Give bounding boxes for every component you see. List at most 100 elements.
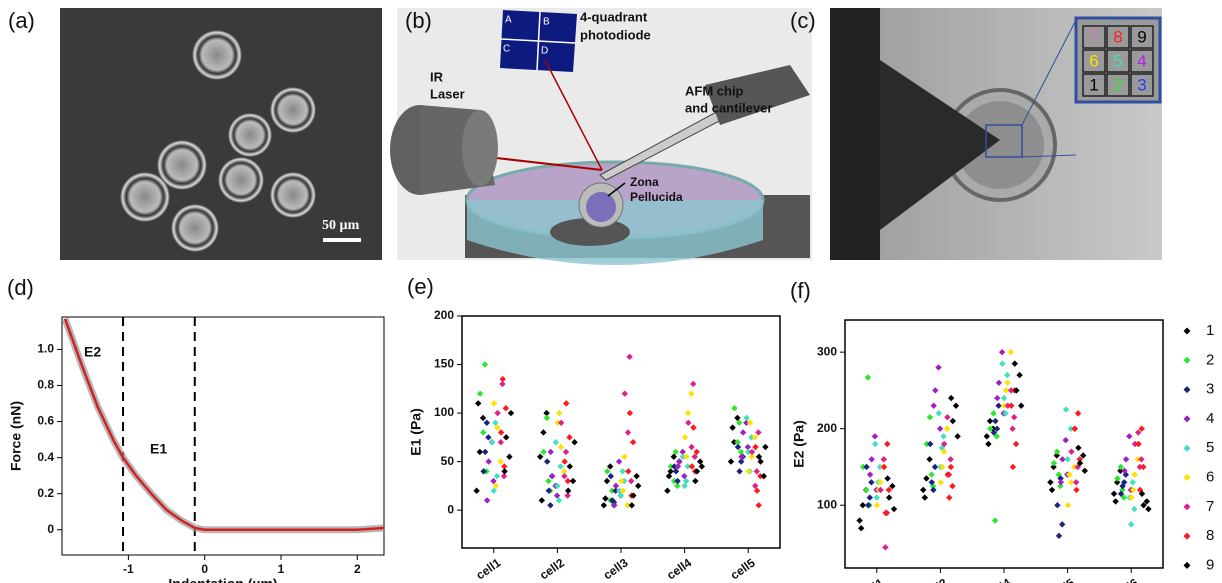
data-point — [664, 488, 670, 494]
chip-label: AFM chip — [685, 83, 744, 98]
y-tick-label: 0.2 — [37, 486, 54, 500]
y-tick-label: 1.0 — [37, 342, 54, 356]
legend-marker — [1184, 533, 1191, 540]
data-point — [497, 458, 503, 464]
data-point — [928, 471, 934, 477]
data-point — [681, 483, 687, 489]
grid-number: 7 — [1089, 27, 1098, 46]
data-point — [1063, 406, 1069, 412]
data-point — [936, 410, 942, 416]
data-point — [506, 454, 512, 460]
data-point — [499, 376, 505, 382]
y-tick-label: 200 — [817, 421, 837, 435]
scale-bar-label: 50 µm — [322, 218, 360, 233]
quadrant-label: C — [503, 44, 510, 55]
data-point — [475, 400, 481, 406]
data-point — [856, 517, 862, 523]
data-point — [994, 395, 1000, 401]
data-point — [571, 439, 577, 445]
data-point — [995, 403, 1001, 409]
data-point — [688, 444, 694, 450]
data-point — [501, 473, 507, 479]
data-point — [566, 434, 572, 440]
data-point — [635, 483, 641, 489]
data-point — [666, 473, 672, 479]
data-point — [1131, 506, 1137, 512]
y-axis-label: E1 (Pa) — [408, 408, 424, 455]
data-point — [501, 468, 507, 474]
y-axis-label: E2 (Pa) — [791, 420, 807, 467]
data-point — [761, 473, 767, 479]
data-point — [629, 502, 635, 508]
legend-marker — [1184, 474, 1191, 481]
data-point — [932, 387, 938, 393]
data-point — [996, 380, 1002, 386]
data-point — [755, 502, 761, 508]
data-point — [884, 441, 890, 447]
data-point — [477, 390, 483, 396]
data-point — [872, 441, 878, 447]
data-point — [683, 454, 689, 460]
data-point — [1063, 437, 1069, 443]
data-point — [1051, 460, 1057, 466]
data-point — [752, 444, 758, 450]
data-point — [494, 473, 500, 479]
data-point — [930, 487, 936, 493]
x-tick-label: cell3 — [601, 555, 631, 582]
data-point — [881, 464, 887, 470]
data-point — [1123, 456, 1129, 462]
data-point — [762, 444, 768, 450]
data-point — [486, 458, 492, 464]
data-point — [729, 424, 735, 430]
data-point — [756, 454, 762, 460]
panel-label: (f) — [790, 278, 811, 303]
quadrant-label: D — [541, 46, 548, 57]
data-point — [881, 456, 887, 462]
data-point — [743, 415, 749, 421]
data-point — [940, 433, 946, 439]
data-point — [556, 410, 562, 416]
data-point — [553, 439, 559, 445]
data-point — [1145, 506, 1151, 512]
data-point — [1130, 479, 1136, 485]
x-axis-label: Indentation (µm) — [168, 576, 277, 583]
data-point — [926, 456, 932, 462]
y-tick-label: 200 — [434, 308, 454, 322]
data-point — [935, 364, 941, 370]
data-point — [990, 410, 996, 416]
data-point — [984, 433, 990, 439]
x-tick-label: cell1 — [473, 555, 503, 582]
data-point — [544, 458, 550, 464]
data-point — [1128, 521, 1134, 527]
data-point — [1068, 448, 1074, 454]
panel-b-diagram — [390, 8, 812, 265]
x-tick-label: cell2 — [537, 555, 567, 582]
legend-marker — [1184, 415, 1191, 422]
data-point — [944, 414, 950, 420]
photodiode-label: 4-quadrant — [580, 9, 648, 24]
data-point — [540, 429, 546, 435]
data-point — [937, 479, 943, 485]
data-point — [923, 475, 929, 481]
data-point — [1073, 479, 1079, 485]
grid-number: 4 — [1137, 51, 1146, 70]
data-point — [867, 494, 873, 500]
data-point — [607, 463, 613, 469]
data-point — [985, 441, 991, 447]
region-label: E2 — [84, 344, 101, 360]
data-point — [1047, 479, 1053, 485]
data-point — [884, 475, 890, 481]
y-tick-label: 50 — [441, 454, 455, 468]
data-point — [473, 488, 479, 494]
data-point — [628, 478, 634, 484]
data-point — [1010, 464, 1016, 470]
legend-label: 3 — [1206, 381, 1214, 398]
data-point — [682, 434, 688, 440]
data-point — [570, 478, 576, 484]
legend-label: 5 — [1206, 439, 1214, 456]
figure: (a)50 µm(b)4-quadrantphotodiodeABCDIRLas… — [0, 0, 1222, 583]
data-point — [736, 468, 742, 474]
data-point — [489, 439, 495, 445]
data-point — [867, 471, 873, 477]
x-tick-label: 1 — [278, 562, 285, 576]
